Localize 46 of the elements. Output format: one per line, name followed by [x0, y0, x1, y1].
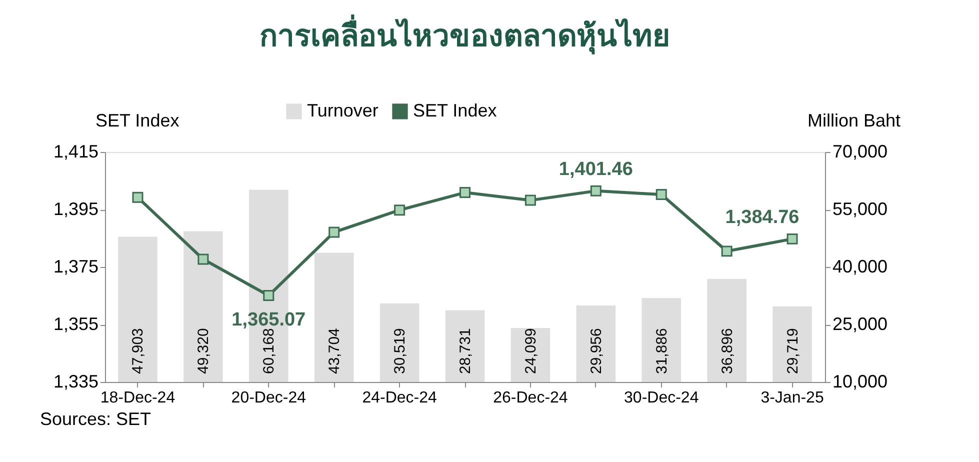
x-tick-label: 18-Dec-24	[100, 390, 176, 406]
point	[721, 246, 732, 257]
x-tick-label: 24-Dec-24	[362, 390, 437, 406]
x-tick-label: 30-Dec-24	[624, 390, 699, 406]
x-tick-label: 26-Dec-24	[493, 390, 568, 406]
y-tick-label: 1,335	[53, 372, 98, 392]
y2-tick-label: 25,000	[832, 314, 888, 334]
point	[524, 194, 536, 206]
data-label: 1,384.76	[725, 206, 800, 228]
point	[394, 204, 406, 216]
x-tick-label: 3-Jan-25	[760, 390, 824, 406]
point	[786, 233, 798, 244]
y2-axis-title: Million Baht	[807, 110, 900, 130]
data-label: 36,896	[718, 328, 736, 374]
point	[656, 189, 667, 200]
data-label: 29,719	[784, 328, 802, 374]
legend-label: Turnover	[307, 100, 378, 120]
y-axis-title: SET Index	[96, 110, 180, 130]
point	[590, 185, 602, 196]
y2-tick-label: 70,000	[832, 142, 888, 162]
y-tick-label: 1,395	[53, 199, 98, 219]
y2-tick-label: 10,000	[832, 372, 888, 392]
y-tick-label: 1,415	[53, 142, 98, 162]
point	[460, 187, 470, 198]
data-label: 49,320	[195, 328, 212, 374]
data-label: 1,401.46	[558, 158, 633, 180]
point	[132, 192, 144, 203]
data-label: 24,099	[522, 328, 540, 374]
point	[198, 254, 209, 265]
legend-label: SET Index	[413, 100, 497, 120]
chart-title: การเคลื่อนไหวของตลาดหุ้นไทย	[260, 14, 670, 55]
y2-tick-label: 40,000	[832, 256, 888, 276]
data-label: 43,704	[326, 328, 344, 374]
data-label: 47,903	[130, 328, 147, 374]
data-label: 31,886	[653, 328, 670, 374]
source-note: Sources: SET	[40, 409, 152, 429]
y2-tick-label: 55,000	[832, 199, 888, 219]
data-label: 30,519	[392, 328, 409, 374]
point	[328, 226, 340, 238]
data-label: 29,956	[588, 328, 605, 374]
y-tick-label: 1,355	[53, 314, 98, 334]
data-label: 28,731	[457, 328, 474, 374]
y-tick-label: 1,375	[53, 256, 98, 276]
data-label: 60,168	[260, 328, 278, 374]
x-tick-label: 20-Dec-24	[231, 390, 306, 406]
point	[263, 290, 274, 302]
